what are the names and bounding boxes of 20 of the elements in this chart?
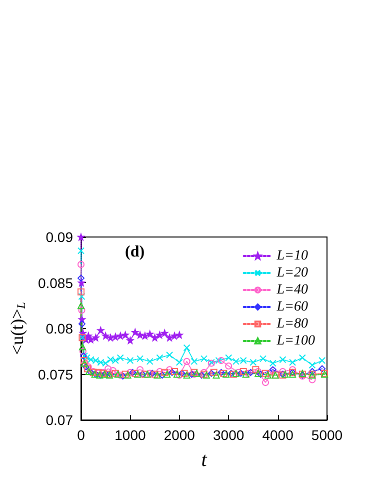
y-tick-label: 0.08 — [46, 320, 74, 336]
legend-label: L=40 — [276, 282, 308, 298]
x-tick-label: 1000 — [114, 427, 146, 443]
x-tick-label: 4000 — [262, 427, 294, 443]
legend-label: L=60 — [276, 300, 308, 314]
x-tick-label: 0 — [77, 427, 86, 443]
x-axis-title: t — [201, 449, 208, 471]
y-tick-label: 0.07 — [46, 412, 74, 428]
legend-label: L=20 — [276, 266, 308, 280]
y-tick-label: 0.085 — [38, 274, 74, 291]
annotation: (d) — [125, 244, 145, 260]
y-axis-title: <u(t)>L — [7, 302, 28, 355]
x-tick-label: 5000 — [311, 427, 343, 443]
y-tick-label: 0.075 — [38, 366, 74, 382]
x-tick-label: 2000 — [164, 427, 196, 443]
x-tick-label: 3000 — [213, 427, 244, 443]
legend-label: L=80 — [276, 316, 308, 332]
legend-label: L=100 — [276, 334, 315, 348]
y-tick-label: 0.09 — [46, 229, 74, 245]
legend-label: L=10 — [276, 248, 308, 264]
